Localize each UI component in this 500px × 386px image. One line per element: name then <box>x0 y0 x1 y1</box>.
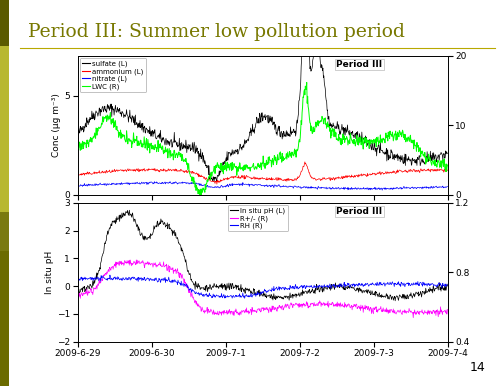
RH (R) <box>290 284 296 289</box>
nitrate (L) <box>97 181 103 185</box>
RH (R) <box>97 276 103 280</box>
Y-axis label: Conc (μg m⁻³): Conc (μg m⁻³) <box>52 93 62 157</box>
In situ pH (L) <box>300 288 306 292</box>
In situ pH (L) <box>97 267 103 271</box>
R+/- (R) <box>74 293 80 298</box>
In situ pH (L) <box>126 208 132 212</box>
ammonium (L) <box>394 170 400 175</box>
nitrate (L) <box>152 179 158 184</box>
R+/- (R) <box>356 304 362 308</box>
ammonium (L) <box>356 174 362 178</box>
LWC (R) <box>300 105 306 110</box>
LWC (R) <box>74 147 80 152</box>
Text: 14: 14 <box>469 361 485 374</box>
nitrate (L) <box>379 188 385 193</box>
R+/- (R) <box>310 304 316 308</box>
LWC (R) <box>197 192 203 197</box>
R+/- (R) <box>410 315 416 320</box>
In situ pH (L) <box>290 296 296 301</box>
Line: RH (R): RH (R) <box>78 275 448 298</box>
sulfate (L) <box>311 44 317 49</box>
ammonium (L) <box>214 182 220 186</box>
ammonium (L) <box>302 159 308 164</box>
LWC (R) <box>290 152 296 157</box>
R+/- (R) <box>134 257 140 262</box>
Line: sulfate (L): sulfate (L) <box>78 0 448 182</box>
nitrate (L) <box>444 184 450 189</box>
In situ pH (L) <box>74 289 80 294</box>
sulfate (L) <box>290 130 296 135</box>
LWC (R) <box>356 135 362 140</box>
ammonium (L) <box>311 176 317 181</box>
Text: Period III: Period III <box>336 207 382 216</box>
sulfate (L) <box>300 33 306 37</box>
Line: nitrate (L): nitrate (L) <box>78 181 448 190</box>
sulfate (L) <box>356 141 362 145</box>
Y-axis label: In situ pH: In situ pH <box>45 251 54 294</box>
LWC (R) <box>394 137 400 142</box>
In situ pH (L) <box>444 284 450 288</box>
sulfate (L) <box>394 156 400 161</box>
Line: In situ pH (L): In situ pH (L) <box>78 210 448 301</box>
sulfate (L) <box>74 131 80 136</box>
In situ pH (L) <box>310 291 316 295</box>
Line: ammonium (L): ammonium (L) <box>78 162 448 184</box>
sulfate (L) <box>97 113 103 118</box>
RH (R) <box>242 296 248 301</box>
ammonium (L) <box>97 171 103 175</box>
nitrate (L) <box>310 186 316 190</box>
ammonium (L) <box>300 167 306 172</box>
LWC (R) <box>311 127 317 131</box>
ammonium (L) <box>290 179 296 183</box>
Text: Period III: Period III <box>336 60 382 69</box>
In situ pH (L) <box>356 290 362 295</box>
nitrate (L) <box>290 185 296 190</box>
nitrate (L) <box>356 186 362 191</box>
Line: R+/- (R): R+/- (R) <box>78 260 448 318</box>
LWC (R) <box>304 80 310 85</box>
Legend: In situ pH (L), R+/- (R), RH (R): In situ pH (L), R+/- (R), RH (R) <box>228 205 288 232</box>
R+/- (R) <box>300 302 306 306</box>
Legend: sulfate (L), ammonium (L), nitrate (L), LWC (R): sulfate (L), ammonium (L), nitrate (L), … <box>80 58 146 92</box>
nitrate (L) <box>300 185 306 190</box>
RH (R) <box>394 282 400 287</box>
In situ pH (L) <box>394 294 400 298</box>
Text: Period III: Summer low pollution period: Period III: Summer low pollution period <box>28 22 404 41</box>
R+/- (R) <box>444 307 450 312</box>
R+/- (R) <box>290 305 296 310</box>
ammonium (L) <box>444 168 450 173</box>
R+/- (R) <box>97 279 103 284</box>
nitrate (L) <box>394 185 400 190</box>
RH (R) <box>300 283 306 288</box>
RH (R) <box>107 273 113 277</box>
sulfate (L) <box>444 151 450 156</box>
RH (R) <box>311 283 317 288</box>
RH (R) <box>444 283 450 287</box>
LWC (R) <box>444 163 450 167</box>
R+/- (R) <box>394 310 400 315</box>
sulfate (L) <box>211 179 217 184</box>
RH (R) <box>356 283 362 287</box>
LWC (R) <box>97 125 103 130</box>
Line: LWC (R): LWC (R) <box>78 82 448 195</box>
RH (R) <box>74 276 80 281</box>
ammonium (L) <box>74 172 80 176</box>
nitrate (L) <box>74 183 80 188</box>
In situ pH (L) <box>392 298 398 303</box>
